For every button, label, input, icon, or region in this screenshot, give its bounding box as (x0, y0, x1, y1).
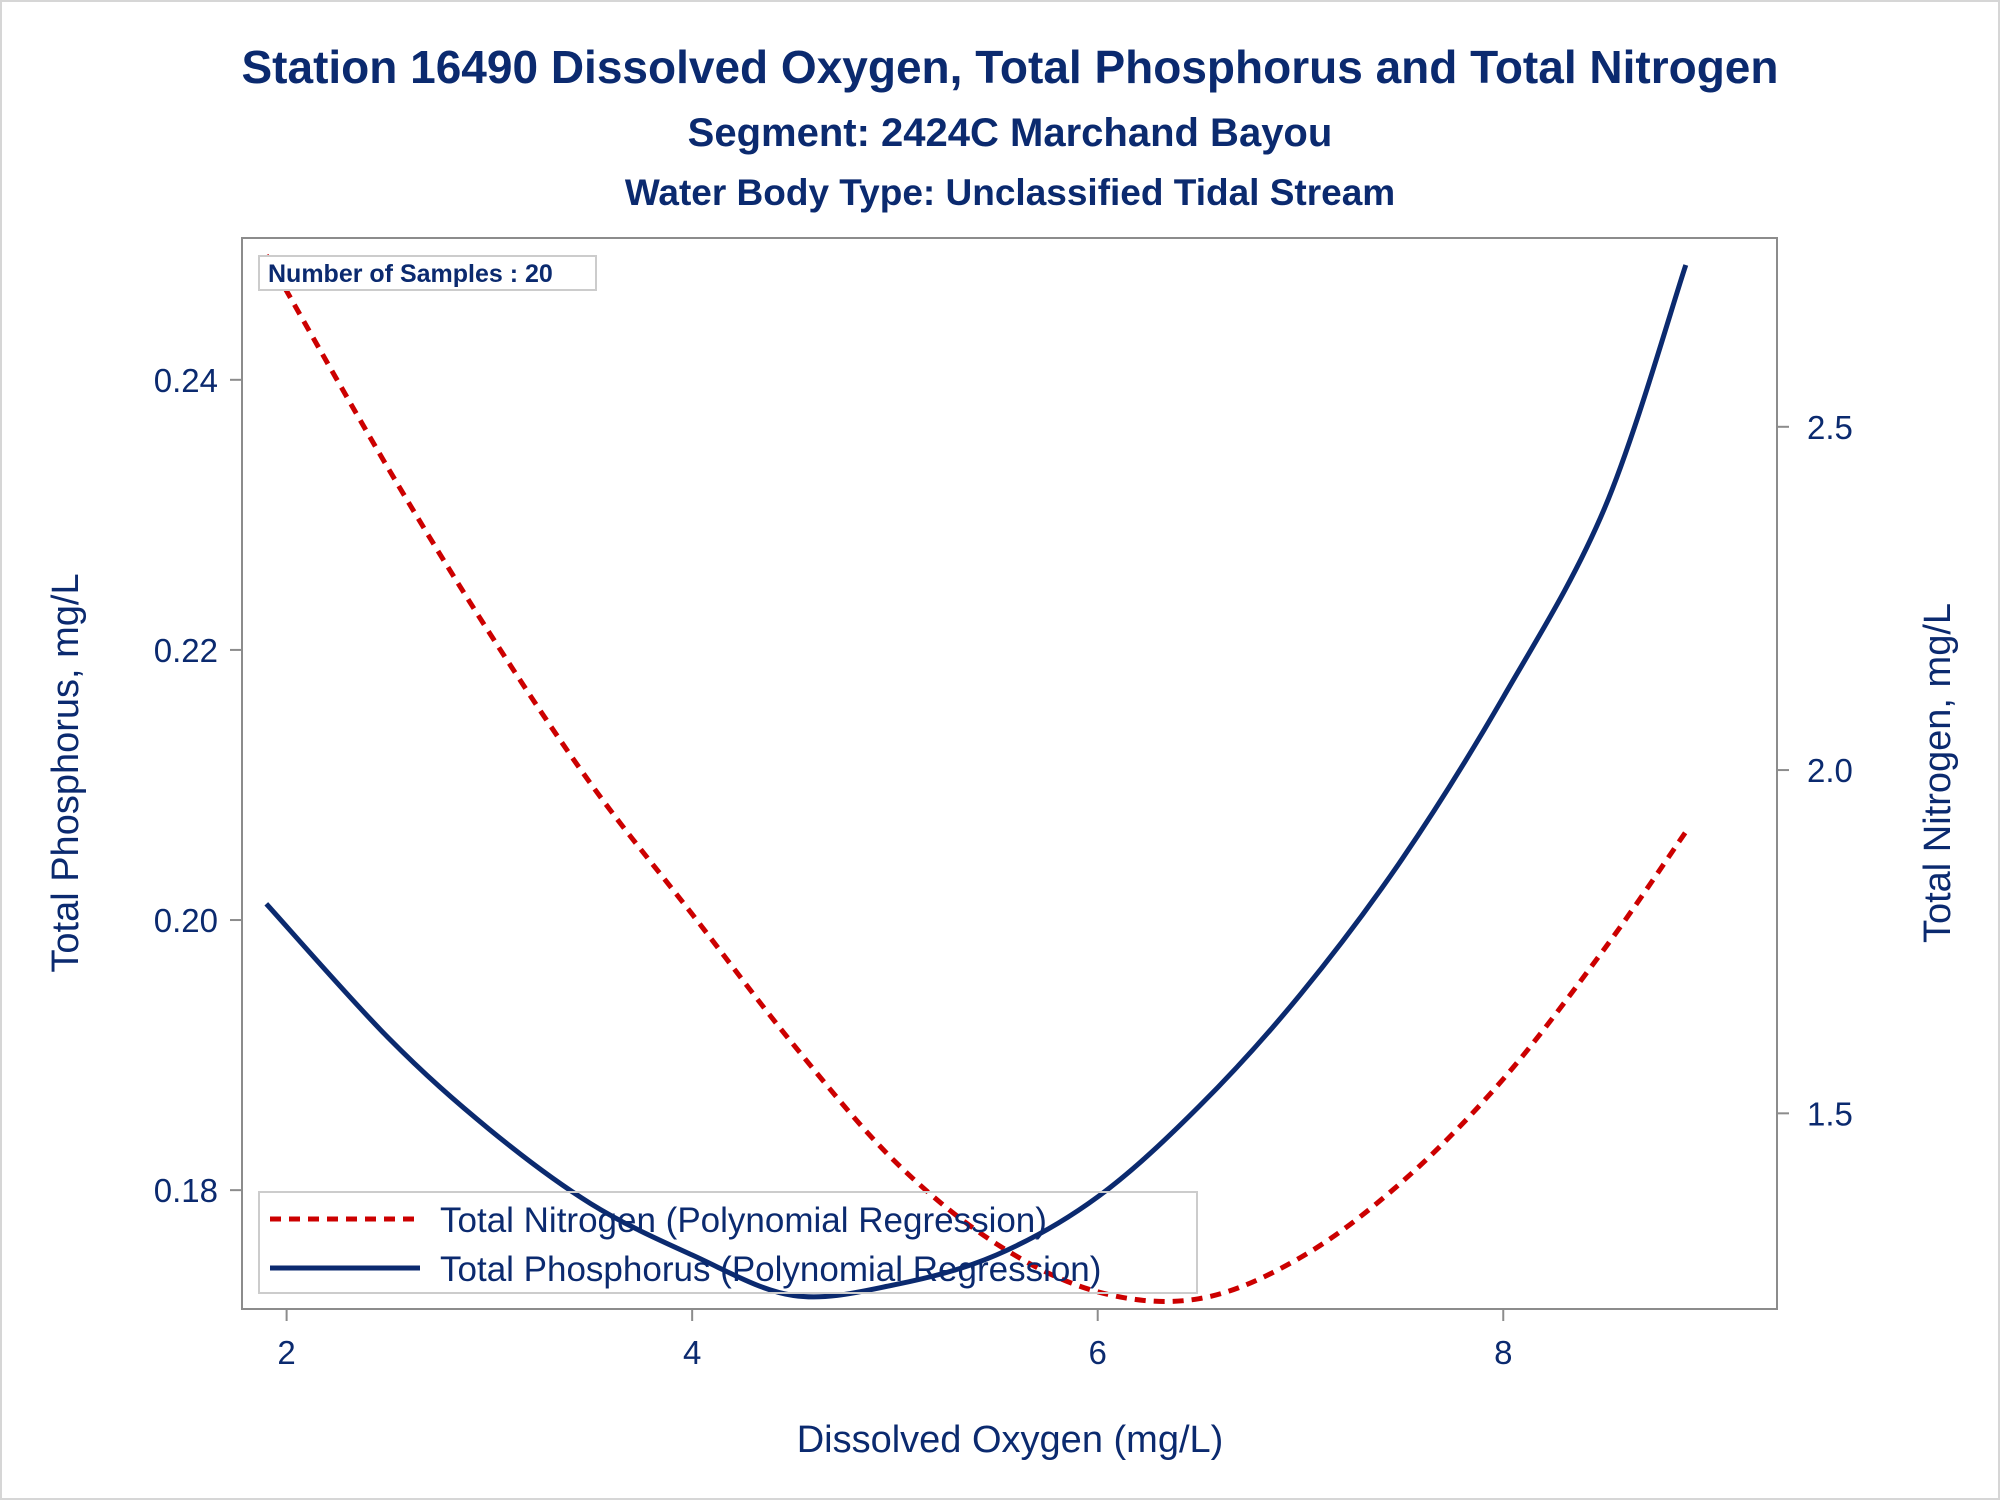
series-curves (264, 253, 1689, 1304)
x-axis: 2 4 6 8 (277, 1309, 1512, 1371)
y-right-tick-label: 2.0 (1807, 752, 1853, 789)
plot-area (241, 237, 1778, 1310)
x-tick-label: 2 (277, 1334, 295, 1371)
chart-title: Station 16490 Dissolved Oxygen, Total Ph… (241, 41, 1778, 93)
y-right-tick-label: 1.5 (1807, 1095, 1853, 1132)
sample-count-annotation: Number of Samples : 20 (258, 255, 597, 291)
y-axis-left-label: Total Phosphorus, mg/L (45, 573, 87, 972)
y-left-tick-label: 0.18 (154, 1172, 218, 1209)
y-axis-left: 0.18 0.20 0.22 0.24 (154, 362, 242, 1209)
y-left-tick-label: 0.20 (154, 902, 218, 939)
legend-box (258, 1191, 1198, 1294)
x-tick-label: 6 (1089, 1334, 1107, 1371)
x-tick-label: 4 (683, 1334, 701, 1371)
series-line-nitrogen (264, 253, 1688, 1304)
y-axis-right: 1.5 2.0 2.5 (1777, 409, 1853, 1132)
x-tick-label: 8 (1494, 1334, 1512, 1371)
legend-label-phosphorus: Total Phosphorus (Polynomial Regression) (440, 1250, 1101, 1289)
y-axis-right-label: Total Nitrogen, mg/L (1917, 603, 1959, 943)
y-right-tick-label: 2.5 (1807, 409, 1853, 446)
legend-label-nitrogen: Total Nitrogen (Polynomial Regression) (440, 1201, 1047, 1240)
y-left-tick-label: 0.22 (154, 632, 218, 669)
legend: Total Nitrogen (Polynomial Regression) T… (258, 1191, 1198, 1294)
sample-count-text: Number of Samples : 20 (268, 260, 553, 288)
series-line-phosphorus (264, 264, 1689, 1300)
chart-subtitle: Segment: 2424C Marchand Bayou (688, 111, 1333, 155)
chart-subtitle-2: Water Body Type: Unclassified Tidal Stre… (625, 172, 1395, 213)
x-axis-label: Dissolved Oxygen (mg/L) (797, 1419, 1224, 1461)
y-left-tick-label: 0.24 (154, 362, 218, 399)
